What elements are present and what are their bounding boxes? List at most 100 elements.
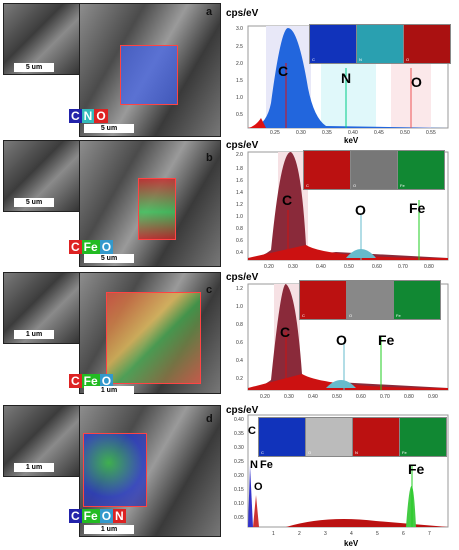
peak-label-c: C: [280, 324, 291, 340]
element-map-green: Fe: [399, 417, 447, 457]
element-map-gray: O: [346, 280, 394, 320]
svg-text:0.10: 0.10: [234, 501, 244, 507]
spectrum-chart: cps/eV 1 2 3 4 5 6 7 0.40 0.35 0.30 0.25 0.20 0.15 0…: [226, 405, 456, 550]
element-legend: C Fe O: [69, 238, 114, 256]
peak-label-fe: Fe: [409, 200, 426, 216]
svg-text:0.30: 0.30: [284, 394, 294, 400]
element-map-blue: C: [258, 417, 306, 457]
svg-text:1.5: 1.5: [236, 78, 243, 84]
svg-text:0.80: 0.80: [424, 264, 434, 270]
svg-text:1.8: 1.8: [236, 166, 243, 172]
svg-text:0.4: 0.4: [236, 250, 243, 256]
peak-label-o: O: [411, 74, 422, 90]
peak-label-fe: Fe: [260, 459, 273, 471]
element-c: C: [69, 509, 82, 523]
svg-text:0.25: 0.25: [270, 130, 280, 136]
scale-bar: 1 um: [14, 463, 54, 472]
peak-label-fe: Fe: [378, 332, 395, 348]
spectrum-chart: cps/eV 0.25 0.30 0.35 0.40 0.45 0.50 0.55 3.0 2…: [226, 8, 456, 145]
element-fe: Fe: [81, 509, 100, 523]
element-o: O: [99, 374, 114, 388]
svg-text:0.50: 0.50: [400, 130, 410, 136]
svg-text:1.0: 1.0: [236, 214, 243, 220]
peak-label-c: C: [248, 425, 256, 437]
scale-bar: 5 um: [84, 124, 134, 133]
peak-label-o: O: [336, 332, 347, 348]
peak-label-c: C: [282, 192, 293, 208]
peak-label-fe: Fe: [408, 461, 425, 477]
element-n: N: [81, 109, 95, 123]
svg-text:0.35: 0.35: [322, 130, 332, 136]
eds-map-overlay: [106, 292, 201, 384]
peak-label-o: O: [254, 481, 263, 493]
svg-text:0.5: 0.5: [236, 112, 243, 118]
element-n: N: [113, 509, 126, 523]
svg-text:3: 3: [324, 531, 327, 537]
panel-b: 5 um b C Fe O 5 um cps/eV 0.20 0.30 0.40 0.50…: [0, 140, 459, 270]
svg-text:0.90: 0.90: [428, 394, 438, 400]
svg-text:1.0: 1.0: [236, 304, 243, 310]
element-fe: Fe: [81, 374, 100, 388]
svg-text:0.70: 0.70: [398, 264, 408, 270]
svg-text:0.30: 0.30: [234, 445, 244, 451]
element-map-red: N: [352, 417, 400, 457]
svg-text:0.50: 0.50: [332, 394, 342, 400]
svg-text:1.6: 1.6: [236, 178, 243, 184]
peak-label-n: N: [341, 70, 352, 86]
svg-text:2: 2: [298, 531, 301, 537]
svg-text:1: 1: [272, 531, 275, 537]
y-axis-label: cps/eV: [226, 140, 259, 151]
svg-text:0.60: 0.60: [372, 264, 382, 270]
svg-text:1.2: 1.2: [236, 286, 243, 292]
scale-bar: 5 um: [84, 254, 134, 263]
spectrum-chart: cps/eV 0.20 0.30 0.40 0.50 0.60 0.70 0.80 0.90 …: [226, 272, 456, 402]
svg-text:0.40: 0.40: [316, 264, 326, 270]
svg-text:0.50: 0.50: [344, 264, 354, 270]
svg-text:0.40: 0.40: [348, 130, 358, 136]
svg-text:0.2: 0.2: [236, 376, 243, 382]
svg-text:0.6: 0.6: [236, 340, 243, 346]
element-map-white: O: [305, 417, 353, 457]
element-map-green: Fe: [393, 280, 441, 320]
element-o: O: [94, 109, 108, 123]
svg-text:0.25: 0.25: [234, 459, 244, 465]
svg-text:0.40: 0.40: [234, 417, 244, 423]
x-axis-label: keV: [344, 136, 359, 145]
svg-text:0.20: 0.20: [264, 264, 274, 270]
svg-text:0.60: 0.60: [356, 394, 366, 400]
y-axis-label: cps/eV: [226, 8, 259, 19]
element-c: C: [69, 374, 82, 388]
svg-text:0.55: 0.55: [426, 130, 436, 136]
scale-bar: 5 um: [14, 63, 54, 72]
scale-bar: 1 um: [84, 386, 134, 395]
element-map-red: O: [403, 24, 451, 64]
element-legend: C Fe O N: [69, 507, 126, 525]
x-axis-label: keV: [344, 539, 359, 548]
element-map-gray: O: [350, 150, 398, 190]
eds-map-overlay: [83, 433, 147, 507]
element-map-red: C: [299, 280, 347, 320]
spectrum-chart: cps/eV 0.20 0.30 0.40 0.50 0.60 0.70 0.80 2.0 1…: [226, 140, 456, 270]
element-o: O: [99, 509, 114, 523]
peak-label-n: N: [250, 459, 258, 471]
svg-text:0.05: 0.05: [234, 515, 244, 521]
scale-bar: 5 um: [14, 198, 54, 207]
svg-text:0.20: 0.20: [260, 394, 270, 400]
svg-text:3.0: 3.0: [236, 26, 243, 32]
svg-text:6: 6: [402, 531, 405, 537]
svg-text:0.6: 0.6: [236, 238, 243, 244]
svg-text:2.5: 2.5: [236, 44, 243, 50]
eds-map-overlay: [120, 45, 178, 105]
svg-text:0.35: 0.35: [234, 431, 244, 437]
svg-text:0.8: 0.8: [236, 322, 243, 328]
scale-bar: 1 um: [14, 330, 54, 339]
panel-label: d: [206, 413, 213, 425]
svg-text:2.0: 2.0: [236, 152, 243, 158]
svg-text:0.40: 0.40: [308, 394, 318, 400]
panel-label: a: [206, 6, 213, 18]
element-o: O: [99, 240, 114, 254]
svg-text:0.8: 0.8: [236, 226, 243, 232]
element-map-blue: C: [309, 24, 357, 64]
